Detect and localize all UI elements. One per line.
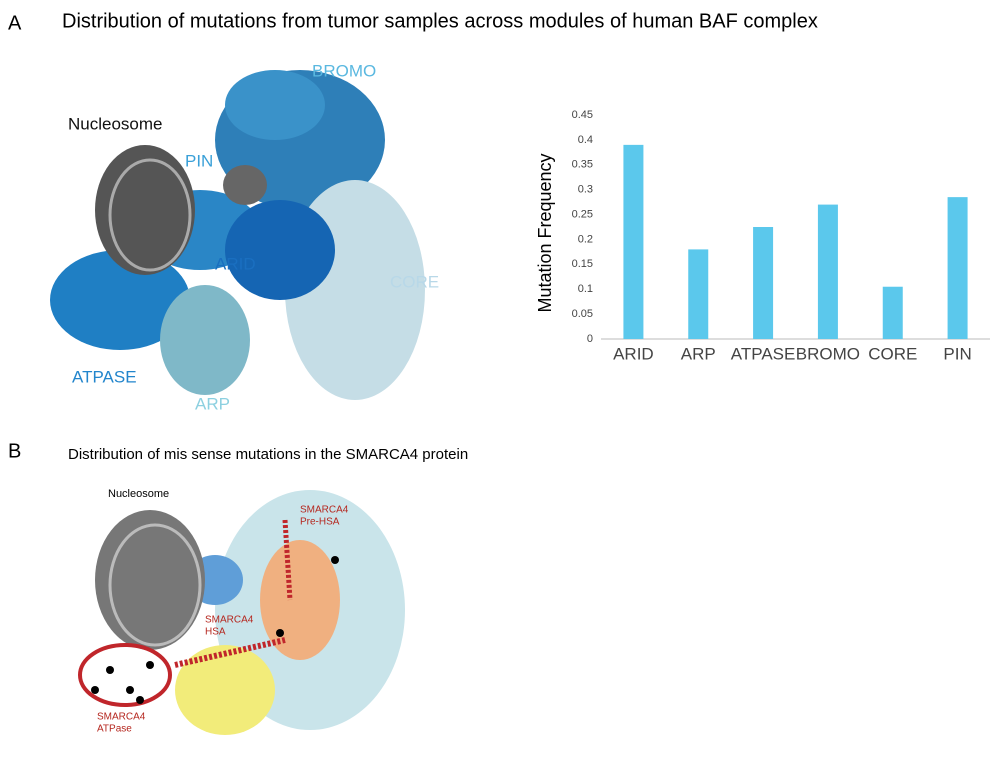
baf-structure-a [50,70,425,400]
bar [882,286,903,339]
y-tick-label: 0.45 [572,109,593,121]
structure-label: ARID [215,254,256,273]
bar [688,249,709,339]
structure-label: Pre-HSA [300,517,340,528]
panel-title: Distribution of mutations from tumor sam… [62,10,818,32]
x-tick-label: BROMO [796,344,860,363]
y-tick-label: 0.4 [578,134,593,146]
structure-label: ATPASE [72,367,137,386]
y-axis-title: Mutation Frequency [535,153,555,312]
x-tick-label: PIN [943,344,971,363]
structure-label: SMARCA4 [97,712,146,723]
bar [947,197,968,339]
structure-label: SMARCA4 [205,615,254,626]
panel-label: A [8,12,22,34]
panel-title: Distribution of mis sense mutations in t… [68,446,468,463]
y-tick-label: 0.2 [578,233,593,245]
panel-label: B [8,440,21,462]
x-tick-label: CORE [868,344,917,363]
bar [753,227,774,339]
y-tick-label: 0.35 [572,159,593,171]
y-tick-label: 0.25 [572,208,593,220]
x-tick-label: ARID [613,344,654,363]
structure-label: HSA [205,627,226,638]
structure-label: PIN [185,151,213,170]
structure-label: BROMO [312,61,376,80]
structure-label: CORE [390,272,439,291]
baf-structure-b [78,490,405,735]
bar [623,144,644,339]
x-tick-label: ARP [681,344,716,363]
structure-label: Nucleosome [68,114,163,133]
structure-label: SMARCA4 [300,505,349,516]
structure-label: ATPase [97,724,132,735]
bar [817,204,838,339]
y-tick-label: 0 [587,333,593,345]
structure-label: ARP [195,394,230,413]
y-tick-label: 0.1 [578,283,593,295]
structure-label: Nucleosome [108,488,169,500]
x-tick-label: ATPASE [731,344,796,363]
y-tick-label: 0.3 [578,184,593,196]
y-tick-label: 0.05 [572,308,593,320]
y-tick-label: 0.15 [572,258,593,270]
